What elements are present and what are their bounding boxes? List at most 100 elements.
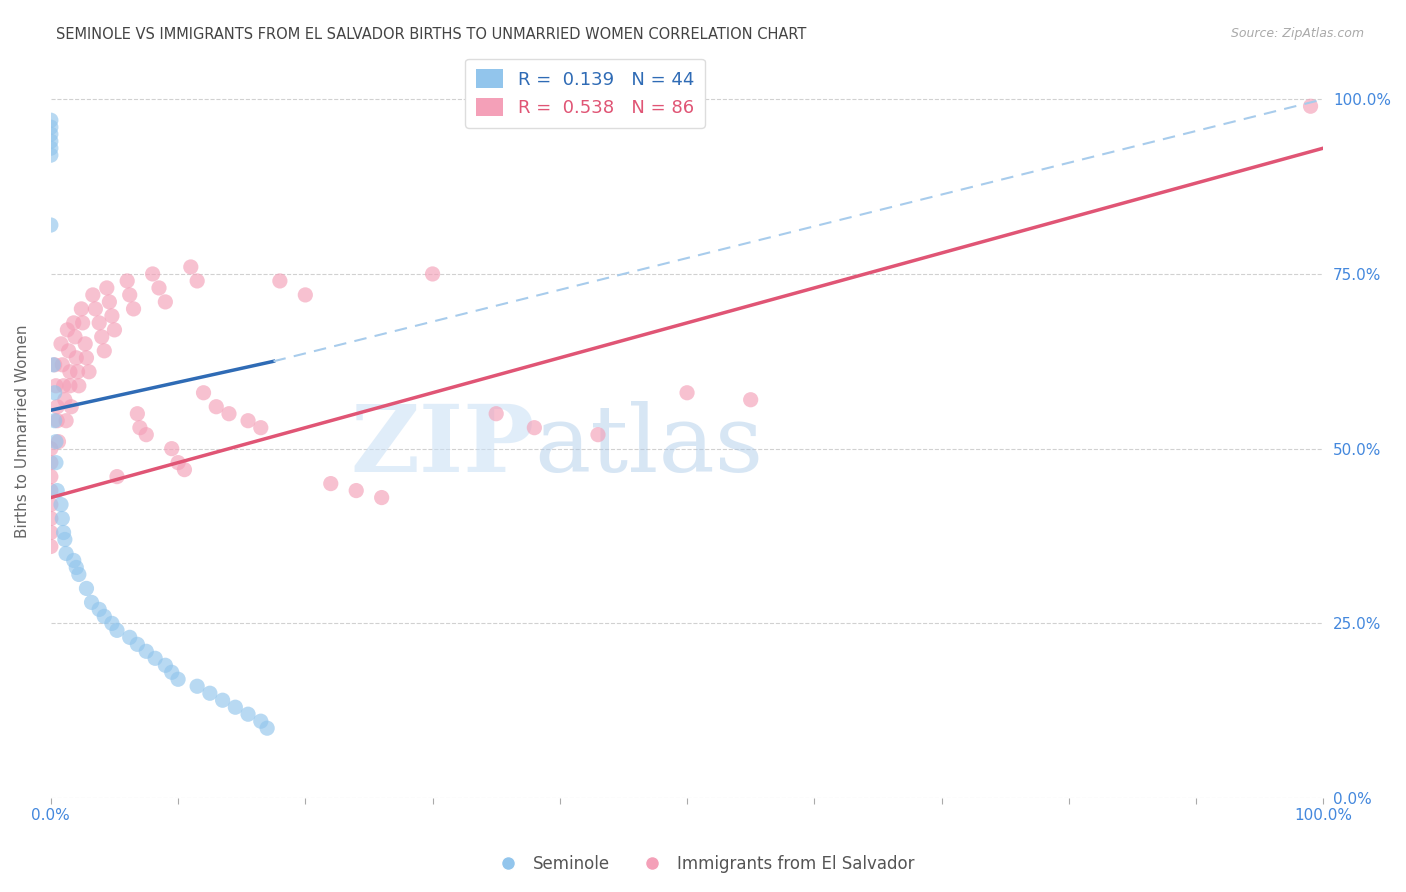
Point xyxy=(135,644,157,658)
Point xyxy=(523,420,546,434)
Point xyxy=(49,498,72,512)
Point xyxy=(44,358,66,372)
Legend: R =  0.139   N = 44, R =  0.538   N = 86: R = 0.139 N = 44, R = 0.538 N = 86 xyxy=(465,59,704,128)
Point xyxy=(218,407,240,421)
Point xyxy=(72,316,94,330)
Point xyxy=(101,309,124,323)
Point xyxy=(44,414,66,428)
Point xyxy=(63,330,86,344)
Point xyxy=(422,267,444,281)
Point xyxy=(84,301,107,316)
Point xyxy=(45,378,67,392)
Point xyxy=(67,378,90,392)
Point xyxy=(56,323,79,337)
Point xyxy=(49,336,72,351)
Point xyxy=(46,414,69,428)
Point xyxy=(205,400,228,414)
Point xyxy=(236,414,259,428)
Point xyxy=(39,525,62,540)
Point xyxy=(93,609,115,624)
Point xyxy=(103,323,125,337)
Point xyxy=(75,582,97,596)
Point xyxy=(39,218,62,232)
Point xyxy=(249,420,271,434)
Point xyxy=(48,434,70,449)
Point xyxy=(105,469,128,483)
Point xyxy=(59,378,82,392)
Point xyxy=(586,427,609,442)
Point xyxy=(160,665,183,680)
Point xyxy=(167,673,190,687)
Point xyxy=(53,533,76,547)
Point xyxy=(45,434,67,449)
Point xyxy=(39,148,62,162)
Point xyxy=(155,658,177,673)
Point xyxy=(89,602,111,616)
Point xyxy=(256,721,278,735)
Point xyxy=(186,679,208,693)
Point xyxy=(127,637,149,651)
Point xyxy=(676,385,699,400)
Point xyxy=(53,392,76,407)
Point xyxy=(96,281,118,295)
Point xyxy=(167,456,190,470)
Point xyxy=(211,693,233,707)
Point xyxy=(39,134,62,148)
Point xyxy=(269,274,291,288)
Point xyxy=(39,498,62,512)
Point xyxy=(39,511,62,525)
Point xyxy=(155,294,177,309)
Point xyxy=(58,343,80,358)
Point xyxy=(67,567,90,582)
Point xyxy=(193,385,215,400)
Point xyxy=(118,288,141,302)
Point xyxy=(52,378,75,392)
Point xyxy=(39,113,62,128)
Text: Source: ZipAtlas.com: Source: ZipAtlas.com xyxy=(1230,27,1364,40)
Point xyxy=(129,420,152,434)
Point xyxy=(55,546,77,560)
Point xyxy=(135,427,157,442)
Point xyxy=(160,442,183,456)
Point xyxy=(51,511,73,525)
Point xyxy=(39,483,62,498)
Point xyxy=(344,483,367,498)
Point xyxy=(39,540,62,554)
Point xyxy=(39,442,62,456)
Point xyxy=(224,700,246,714)
Point xyxy=(105,624,128,638)
Point xyxy=(249,714,271,729)
Point xyxy=(180,260,202,274)
Point xyxy=(740,392,762,407)
Point xyxy=(65,560,87,574)
Point xyxy=(80,595,103,609)
Point xyxy=(319,476,342,491)
Point xyxy=(59,365,82,379)
Point xyxy=(42,358,65,372)
Point xyxy=(45,456,67,470)
Point xyxy=(370,491,392,505)
Y-axis label: Births to Unmarried Women: Births to Unmarried Women xyxy=(15,325,30,538)
Point xyxy=(44,385,66,400)
Point xyxy=(51,358,73,372)
Point xyxy=(294,288,316,302)
Point xyxy=(62,316,84,330)
Point xyxy=(148,281,170,295)
Point xyxy=(143,651,166,665)
Point xyxy=(115,274,138,288)
Point xyxy=(118,631,141,645)
Point xyxy=(485,407,508,421)
Point xyxy=(62,553,84,567)
Point xyxy=(39,127,62,141)
Point xyxy=(142,267,165,281)
Point xyxy=(93,343,115,358)
Point xyxy=(90,330,112,344)
Point xyxy=(173,462,195,476)
Point xyxy=(82,288,104,302)
Point xyxy=(75,351,97,365)
Legend: Seminole, Immigrants from El Salvador: Seminole, Immigrants from El Salvador xyxy=(485,848,921,880)
Point xyxy=(39,141,62,155)
Point xyxy=(101,616,124,631)
Point xyxy=(46,483,69,498)
Point xyxy=(127,407,149,421)
